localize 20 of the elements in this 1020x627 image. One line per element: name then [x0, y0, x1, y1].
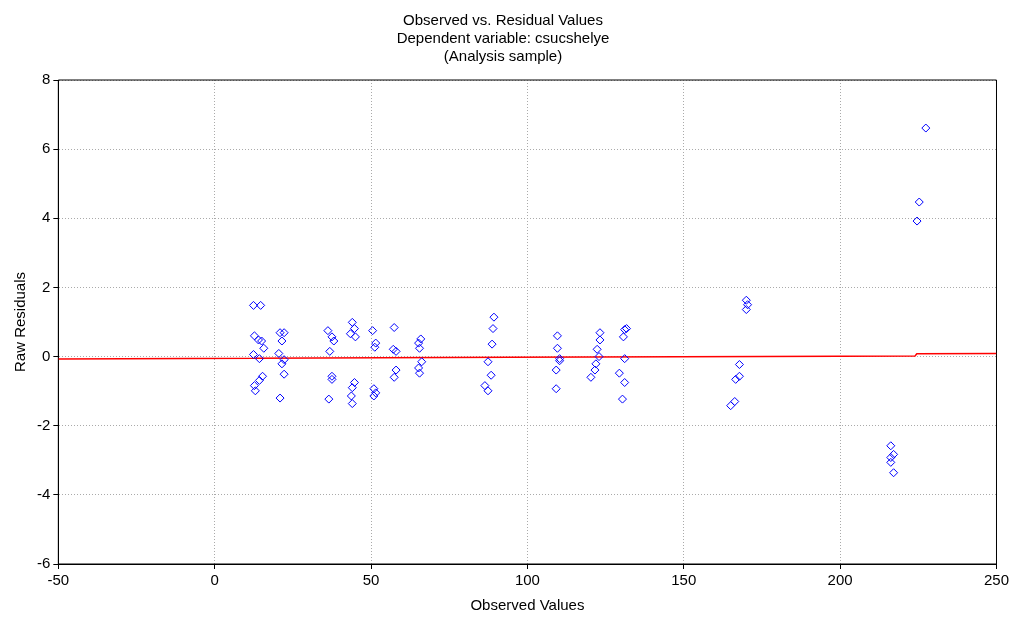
x-tick-label: 50: [362, 571, 380, 589]
y-tick-label: 4: [41, 208, 51, 226]
chart-subtitle: Dependent variable: csucshelye: [396, 29, 610, 47]
y-axis-title: Raw Residuals: [11, 271, 29, 373]
x-tick-label: 100: [514, 571, 540, 589]
y-tick-label: -2: [36, 415, 51, 433]
y-tick-label: 6: [41, 139, 51, 157]
y-tick-label: 2: [41, 277, 51, 295]
x-tick-label: -50: [47, 571, 70, 589]
text: (Analysis sample): [443, 47, 563, 65]
x-axis-title: Observed Values: [470, 596, 585, 614]
x-tick-label: 200: [827, 571, 853, 589]
chart-title: Observed vs. Residual Values: [403, 11, 603, 29]
x-tick-label: 250: [983, 571, 1009, 589]
y-tick-label: 8: [41, 70, 51, 88]
x-tick-label: 0: [210, 571, 219, 589]
y-tick-label: 0: [41, 346, 51, 364]
y-tick-label: -4: [36, 485, 51, 502]
y-tick-label: -6: [36, 554, 51, 572]
x-tick-label: 150: [671, 571, 697, 589]
